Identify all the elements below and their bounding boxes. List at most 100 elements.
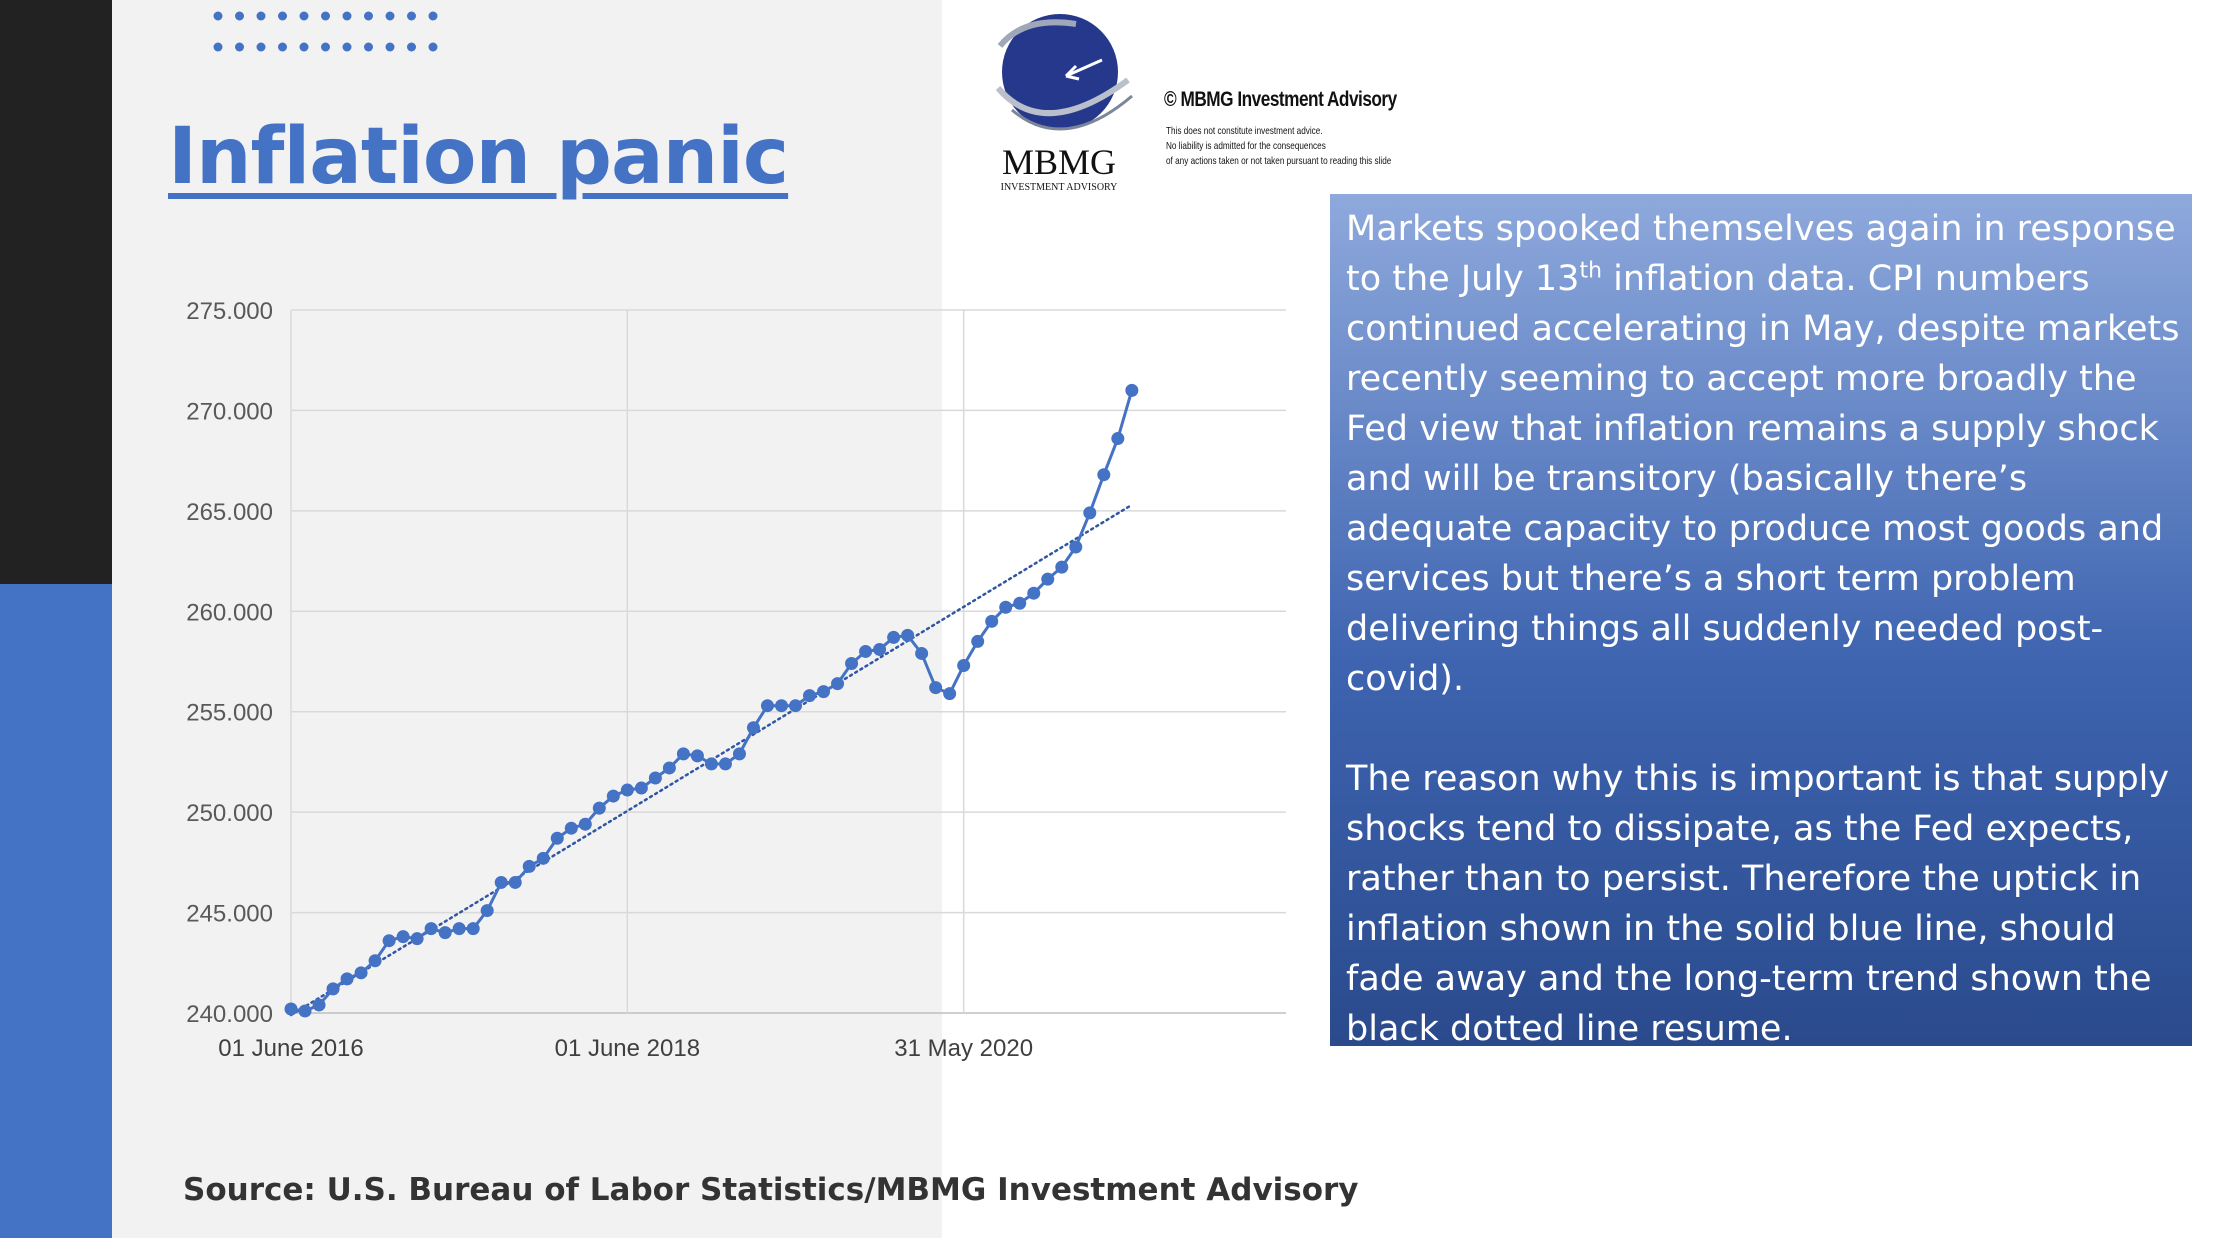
left-dark-bar xyxy=(0,0,112,584)
cpi-line-chart: 240.000 245.000 250.000 255.000 260.000 265.0… xyxy=(186,298,1286,1062)
commentary-text: inflation data. CPI numbers continued ac… xyxy=(1346,259,2180,699)
cpi-data-point xyxy=(578,817,592,831)
decor-dot xyxy=(321,11,330,21)
cpi-data-point xyxy=(410,932,424,946)
y-tick-label: 240.000 xyxy=(186,1001,273,1028)
cpi-data-point xyxy=(845,657,859,671)
x-tick-label: 01 June 2016 xyxy=(218,1035,363,1062)
cpi-data-point xyxy=(817,685,831,699)
slide-title: Inflation panic xyxy=(168,112,789,202)
cpi-data-point xyxy=(550,831,564,845)
cpi-data-point xyxy=(943,687,957,701)
decor-dot xyxy=(235,11,244,21)
decor-dot xyxy=(278,11,287,21)
cpi-data-point xyxy=(620,783,634,797)
x-tick-label: 31 May 2020 xyxy=(894,1035,1033,1062)
cpi-data-point xyxy=(326,982,340,996)
cpi-data-point xyxy=(438,926,452,940)
disclaimer-line: No liability is admitted for the consequ… xyxy=(1166,140,1326,152)
cpi-series-line xyxy=(290,389,1134,1013)
decor-dot xyxy=(256,42,266,52)
cpi-data-point xyxy=(859,644,873,658)
cpi-data-point xyxy=(648,771,662,785)
decor-dot xyxy=(299,11,309,21)
cpi-data-point xyxy=(690,749,704,763)
cpi-data-point xyxy=(1013,596,1027,610)
cpi-data-point xyxy=(803,689,817,703)
decor-dot xyxy=(385,42,395,52)
cpi-data-point xyxy=(676,747,690,761)
cpi-data-point xyxy=(340,972,354,986)
y-tick-label: 265.000 xyxy=(186,499,273,526)
decor-dot xyxy=(407,42,416,52)
cpi-data-point xyxy=(396,930,410,944)
cpi-data-point xyxy=(1097,468,1111,482)
decor-dot xyxy=(299,42,309,52)
cpi-data-point xyxy=(508,875,522,889)
decor-dot xyxy=(407,11,416,21)
cpi-data-point xyxy=(662,761,676,775)
cpi-data-point xyxy=(634,781,648,795)
cpi-data-point xyxy=(522,859,536,873)
cpi-data-point xyxy=(971,634,985,648)
cpi-data-point xyxy=(536,851,550,865)
cpi-data-point xyxy=(284,1002,298,1016)
disclaimer-line: This does not constitute investment advi… xyxy=(1166,125,1323,137)
x-tick-label: 01 June 2018 xyxy=(555,1035,700,1062)
grey-panel xyxy=(112,0,942,1238)
cpi-data-point xyxy=(606,789,620,803)
cpi-data-point xyxy=(718,757,732,771)
y-tick-label: 260.000 xyxy=(186,599,273,626)
cpi-data-point xyxy=(1069,540,1083,554)
cpi-data-point xyxy=(480,904,494,918)
left-blue-bar xyxy=(0,584,112,1238)
ordinal-suffix: th xyxy=(1579,258,1603,284)
decor-dot xyxy=(342,11,352,21)
cpi-data-point xyxy=(915,646,929,660)
cpi-data-point xyxy=(1083,506,1097,520)
decor-dot xyxy=(213,42,223,52)
cpi-data-point xyxy=(368,954,382,968)
source-note: Source: U.S. Bureau of Labor Statistics/… xyxy=(183,1172,1359,1208)
logo-subtitle: INVESTMENT ADVISORY xyxy=(1001,182,1118,193)
cpi-data-point xyxy=(424,922,438,936)
cpi-data-point xyxy=(704,757,718,771)
cpi-data-point xyxy=(1041,572,1055,586)
decor-dot xyxy=(321,42,330,52)
cpi-data-point xyxy=(774,699,788,713)
cpi-data-point xyxy=(452,922,466,936)
cpi-data-point xyxy=(564,821,578,835)
y-tick-label: 245.000 xyxy=(186,901,273,928)
decor-dot xyxy=(256,11,266,21)
cpi-data-point xyxy=(985,614,999,628)
disclaimer-line: of any actions taken or not taken pursua… xyxy=(1166,155,1392,167)
decor-dot xyxy=(428,42,438,52)
cpi-data-point xyxy=(312,998,326,1012)
cpi-data-point xyxy=(1027,586,1041,600)
cpi-data-point xyxy=(929,681,943,695)
cpi-data-point xyxy=(887,630,901,644)
cpi-data-point xyxy=(298,1004,312,1018)
mbmg-logo: MBMG INVESTMENT ADVISORY xyxy=(995,14,1133,193)
y-tick-label: 275.000 xyxy=(186,298,273,325)
cpi-data-point xyxy=(760,699,774,713)
cpi-data-point xyxy=(732,747,746,761)
cpi-data-point xyxy=(592,801,606,815)
cpi-data-point xyxy=(831,677,845,691)
commentary-paragraph-2: The reason why this is important is that… xyxy=(1346,759,2170,1049)
cpi-data-point xyxy=(999,600,1013,614)
commentary-box: Markets spooked themselves again in resp… xyxy=(1330,194,2192,1049)
decor-dot xyxy=(385,11,395,21)
decor-dot xyxy=(364,42,373,52)
cpi-data-point xyxy=(382,934,396,948)
cpi-data-point xyxy=(466,922,480,936)
cpi-data-point xyxy=(789,699,803,713)
decor-dot xyxy=(364,11,373,21)
cpi-data-point xyxy=(873,642,887,656)
cpi-data-point xyxy=(901,628,915,642)
logo-name: MBMG xyxy=(1002,142,1116,182)
disclaimer: This does not constitute investment advi… xyxy=(1166,124,1391,169)
y-tick-label: 255.000 xyxy=(186,700,273,727)
cpi-data-point xyxy=(1055,560,1069,574)
decor-dot xyxy=(342,42,352,52)
